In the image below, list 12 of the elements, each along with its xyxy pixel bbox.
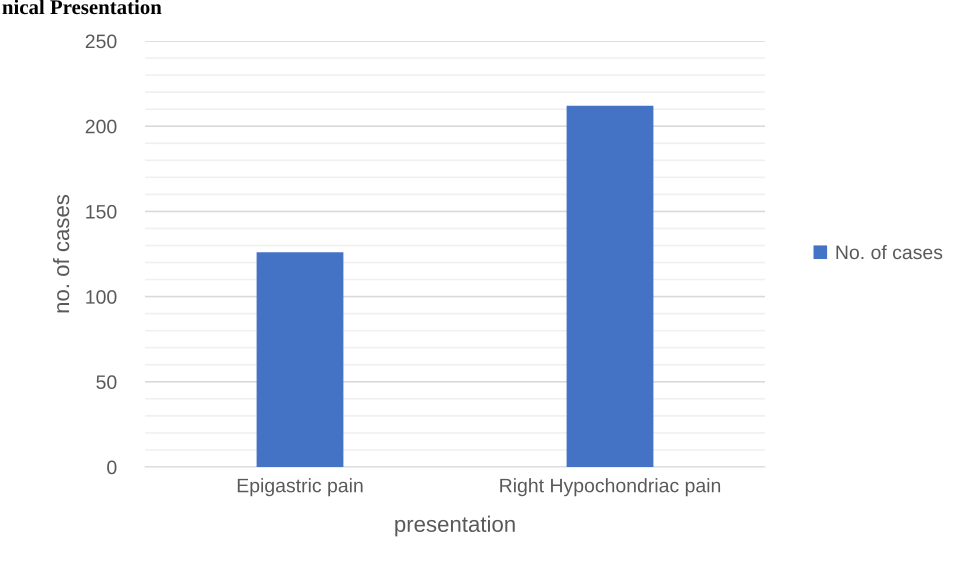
legend-label: No. of cases: [836, 244, 942, 260]
chart-title: nical Presentation: [2, 0, 162, 14]
y-tick-label: 250: [86, 34, 116, 48]
x-axis-title: presentation: [395, 516, 515, 536]
y-axis-title: no. of cases: [52, 194, 70, 312]
x-tick-label: Epigastric pain: [238, 478, 363, 496]
y-tick-label: 0: [107, 460, 116, 474]
x-tick-label: Right Hypochondriac pain: [500, 478, 720, 496]
y-tick-label: 150: [86, 204, 116, 219]
y-tick-label: 50: [96, 375, 116, 390]
y-tick-label: 100: [86, 290, 116, 304]
y-tick-label: 200: [86, 120, 116, 134]
